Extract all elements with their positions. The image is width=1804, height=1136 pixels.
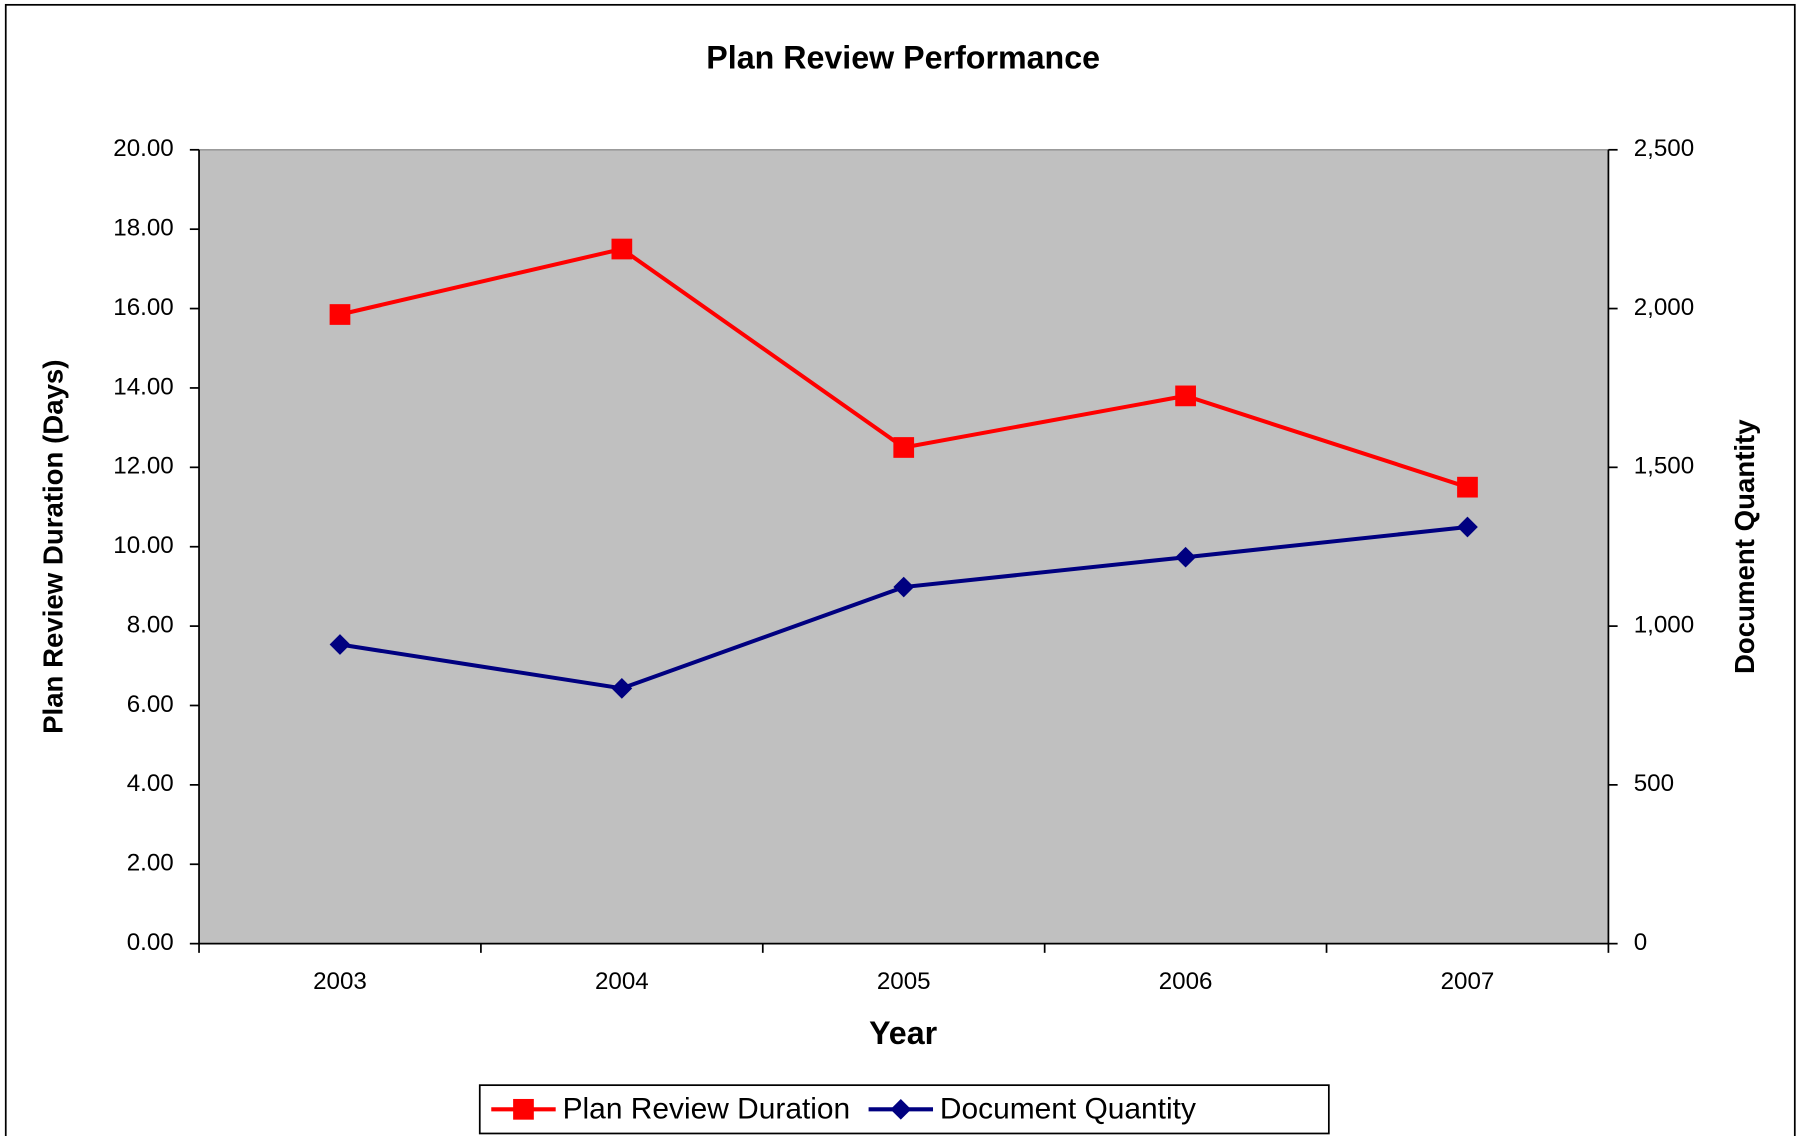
data-point [329,304,351,325]
y-tick-label: 10.00 [113,532,173,559]
x-tick-label: 2004 [595,968,649,995]
data-point [1457,516,1478,538]
y2-tick-label: 0 [1634,929,1647,956]
y-axis-label: Plan Review Duration (Days) [38,360,69,734]
y-tick-label: 12.00 [113,453,173,480]
y2-tick-label: 1,500 [1634,453,1694,480]
data-point [1175,385,1196,407]
legend: Plan Review Duration Document Quantity [478,1084,1330,1135]
x-axis-label: Year [869,1015,938,1051]
legend-marker [513,1098,534,1120]
legend-label: Plan Review Duration [563,1092,851,1125]
y-tick-label: 18.00 [113,215,173,242]
plot-area [198,149,1609,945]
data-point [893,576,915,598]
y-tick-label: 14.00 [113,373,173,400]
x-tick-label: 2006 [1159,968,1213,995]
y-tick-label: 0.00 [127,929,174,956]
y2-tick-label: 1,000 [1634,611,1694,638]
data-point [1457,476,1478,498]
chart-title: Plan Review Performance [706,40,1100,76]
x-tick-label: 2007 [1441,968,1495,995]
y-tick-label: 8.00 [127,611,174,638]
y-tick-label: 6.00 [127,691,174,718]
y-tick-label: 16.00 [113,294,173,321]
y2-tick-label: 2,500 [1634,135,1694,162]
y-tick-label: 20.00 [113,135,173,162]
data-point [329,634,351,655]
y2-tick-label: 2,000 [1634,294,1694,321]
y2-tick-label: 500 [1634,770,1674,797]
y2-axis-label: Document Quantity [1729,419,1760,674]
x-tick-label: 2003 [313,968,367,995]
data-point [893,437,915,458]
legend-label: Document Quantity [940,1092,1196,1125]
data-point [611,238,633,260]
data-point [611,677,633,699]
x-tick-label: 2005 [877,968,931,995]
y-tick-label: 4.00 [127,770,174,797]
y-tick-label: 2.00 [127,850,174,877]
data-point [1175,546,1196,568]
